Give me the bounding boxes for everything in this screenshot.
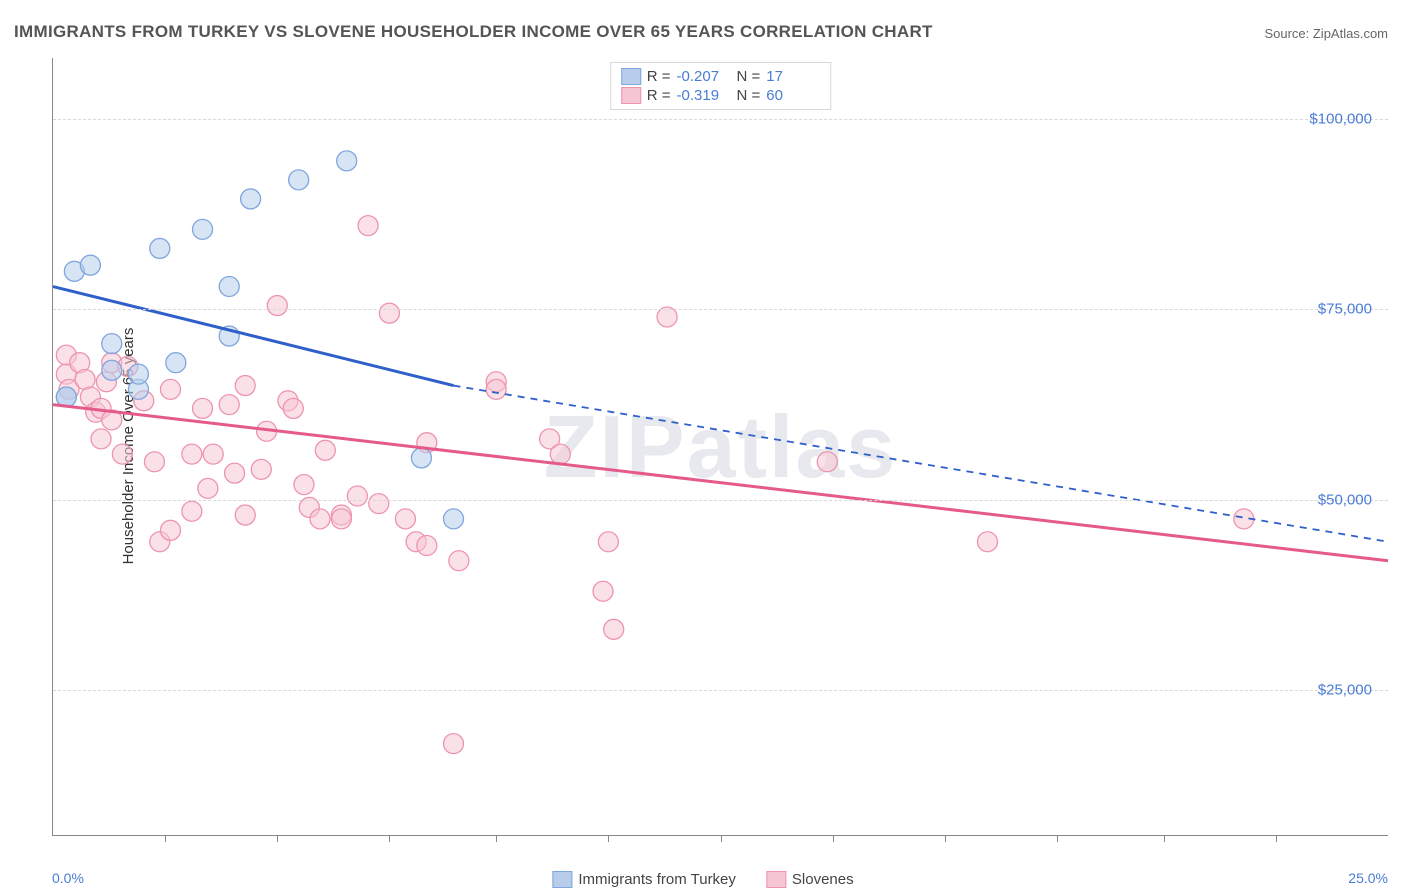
- data-point: [91, 429, 111, 449]
- x-tick: [165, 835, 166, 842]
- gridline: [53, 690, 1388, 691]
- y-tick-label: $75,000: [1318, 301, 1372, 318]
- data-point: [379, 303, 399, 323]
- swatch-turkey: [621, 68, 641, 85]
- data-point: [102, 360, 122, 380]
- data-point: [160, 520, 180, 540]
- x-max-label: 25.0%: [1348, 870, 1388, 886]
- swatch-slovenes: [621, 87, 641, 104]
- data-point: [182, 501, 202, 521]
- n-label: N =: [737, 68, 761, 85]
- trend-line: [53, 405, 1388, 561]
- data-point: [417, 536, 437, 556]
- r-label: R =: [647, 68, 671, 85]
- n-label: N =: [737, 87, 761, 104]
- x-tick: [496, 835, 497, 842]
- data-point: [315, 440, 335, 460]
- x-tick: [389, 835, 390, 842]
- n-value-turkey: 17: [766, 68, 820, 85]
- data-point: [310, 509, 330, 529]
- data-point: [449, 551, 469, 571]
- plot-area: ZIPatlas R = -0.207 N = 17 R = -0.319 N …: [52, 58, 1388, 836]
- data-point: [369, 494, 389, 514]
- stats-legend: R = -0.207 N = 17 R = -0.319 N = 60: [610, 62, 832, 110]
- stats-row-turkey: R = -0.207 N = 17: [621, 67, 821, 86]
- y-tick-label: $50,000: [1318, 491, 1372, 508]
- x-tick: [1276, 835, 1277, 842]
- legend-label-slovenes: Slovenes: [792, 871, 854, 888]
- data-point: [251, 459, 271, 479]
- data-point: [395, 509, 415, 529]
- y-tick-label: $25,000: [1318, 682, 1372, 699]
- data-point: [193, 219, 213, 239]
- y-tick-label: $100,000: [1309, 110, 1372, 127]
- bottom-legend: Immigrants from Turkey Slovenes: [552, 871, 853, 888]
- data-point: [331, 509, 351, 529]
- data-point: [203, 444, 223, 464]
- r-value-turkey: -0.207: [677, 68, 731, 85]
- data-point: [358, 216, 378, 236]
- data-point: [225, 463, 245, 483]
- data-point: [241, 189, 261, 209]
- data-point: [166, 353, 186, 373]
- data-point: [593, 581, 613, 601]
- chart-container: IMMIGRANTS FROM TURKEY VS SLOVENE HOUSEH…: [0, 0, 1406, 892]
- data-point: [112, 444, 132, 464]
- legend-item-slovenes: Slovenes: [766, 871, 854, 888]
- x-tick: [833, 835, 834, 842]
- swatch-slovenes-bottom: [766, 871, 786, 888]
- data-point: [102, 334, 122, 354]
- legend-label-turkey: Immigrants from Turkey: [578, 871, 736, 888]
- data-point: [80, 255, 100, 275]
- data-point: [219, 395, 239, 415]
- x-tick: [1057, 835, 1058, 842]
- data-point: [267, 296, 287, 316]
- x-tick: [721, 835, 722, 842]
- data-point: [235, 376, 255, 396]
- data-point: [235, 505, 255, 525]
- stats-row-slovenes: R = -0.319 N = 60: [621, 86, 821, 105]
- r-label: R =: [647, 87, 671, 104]
- data-point: [411, 448, 431, 468]
- x-tick: [277, 835, 278, 842]
- data-point: [144, 452, 164, 472]
- data-point: [337, 151, 357, 171]
- chart-svg: [53, 58, 1388, 835]
- data-point: [75, 369, 95, 389]
- legend-item-turkey: Immigrants from Turkey: [552, 871, 736, 888]
- data-point: [289, 170, 309, 190]
- data-point: [444, 509, 464, 529]
- data-point: [604, 619, 624, 639]
- data-point: [182, 444, 202, 464]
- n-value-slovenes: 60: [766, 87, 820, 104]
- data-point: [150, 238, 170, 258]
- data-point: [294, 475, 314, 495]
- x-min-label: 0.0%: [52, 870, 84, 886]
- x-tick: [1164, 835, 1165, 842]
- data-point: [978, 532, 998, 552]
- data-point: [193, 398, 213, 418]
- r-value-slovenes: -0.319: [677, 87, 731, 104]
- data-point: [198, 478, 218, 498]
- source-label: Source: ZipAtlas.com: [1264, 26, 1388, 41]
- data-point: [817, 452, 837, 472]
- data-point: [283, 398, 303, 418]
- data-point: [444, 734, 464, 754]
- x-tick: [945, 835, 946, 842]
- swatch-turkey-bottom: [552, 871, 572, 888]
- data-point: [598, 532, 618, 552]
- chart-title: IMMIGRANTS FROM TURKEY VS SLOVENE HOUSEH…: [14, 22, 933, 42]
- x-tick: [608, 835, 609, 842]
- data-point: [486, 379, 506, 399]
- gridline: [53, 500, 1388, 501]
- data-point: [160, 379, 180, 399]
- data-point: [347, 486, 367, 506]
- data-point: [219, 277, 239, 297]
- data-point: [128, 364, 148, 384]
- data-point: [550, 444, 570, 464]
- gridline: [53, 309, 1388, 310]
- gridline: [53, 119, 1388, 120]
